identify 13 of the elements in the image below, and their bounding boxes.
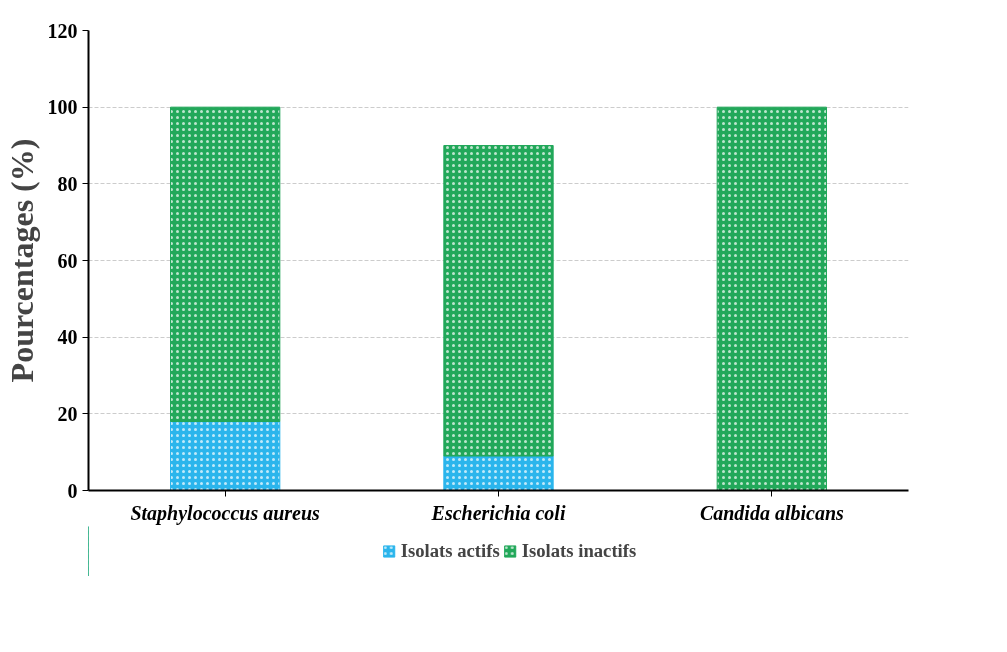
y-tick-label: 120 [47,19,78,42]
y-axis-title: Pourcentages (%) [3,138,40,383]
x-tick-label: Escherichia coli [430,501,566,524]
y-tick-label: 100 [47,96,78,119]
y-tick-label: 60 [57,249,78,272]
y-tick-label: 0 [67,479,78,502]
x-tick-label: Candida albicans [699,501,845,524]
x-tick-label: Staphylococcus aureus [130,501,321,525]
y-tick-label: 40 [57,326,78,349]
y-tick-label: 20 [57,402,78,425]
legend-label: Isolats inactifs [521,540,637,562]
legend-label: Isolats actifs [400,540,500,562]
y-tick-label: 80 [57,172,78,195]
